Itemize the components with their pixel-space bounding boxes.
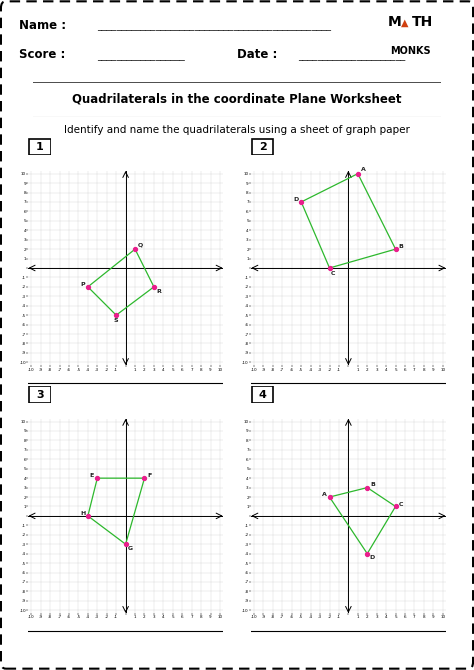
Text: A: A: [361, 167, 365, 172]
Text: __________________: __________________: [98, 51, 185, 61]
Text: 3: 3: [36, 390, 44, 399]
Text: G: G: [128, 546, 133, 551]
FancyBboxPatch shape: [29, 139, 51, 155]
Text: Score :: Score :: [19, 48, 65, 61]
Text: C: C: [398, 502, 403, 507]
FancyBboxPatch shape: [252, 387, 273, 403]
Text: D: D: [369, 555, 374, 560]
Text: Identify and name the quadrilaterals using a sheet of graph paper: Identify and name the quadrilaterals usi…: [64, 125, 410, 135]
Text: Quadrilaterals in the coordinate Plane Worksheet: Quadrilaterals in the coordinate Plane W…: [72, 92, 402, 106]
FancyBboxPatch shape: [252, 139, 273, 155]
Text: MONKS: MONKS: [390, 46, 430, 56]
Text: E: E: [90, 473, 94, 478]
Text: D: D: [294, 197, 299, 202]
Text: TH: TH: [411, 15, 433, 29]
Text: R: R: [157, 289, 162, 293]
Text: P: P: [80, 282, 85, 287]
Text: C: C: [330, 271, 335, 275]
Text: B: B: [398, 244, 403, 249]
Text: H: H: [80, 511, 86, 516]
Text: Name :: Name :: [19, 19, 66, 31]
FancyBboxPatch shape: [17, 82, 457, 118]
Text: S: S: [113, 318, 118, 323]
Text: 1: 1: [36, 142, 44, 151]
Text: 4: 4: [259, 390, 266, 399]
FancyBboxPatch shape: [29, 387, 51, 403]
Text: M: M: [387, 15, 401, 29]
Text: 2: 2: [259, 142, 266, 151]
Text: B: B: [370, 482, 375, 486]
Text: ______________________: ______________________: [298, 51, 405, 61]
Text: ________________________________________________: ________________________________________…: [98, 21, 331, 31]
Text: Q: Q: [138, 243, 143, 247]
Text: ▲: ▲: [401, 18, 408, 28]
Text: F: F: [147, 473, 152, 478]
Text: Date :: Date :: [237, 48, 277, 61]
Text: A: A: [322, 492, 327, 497]
